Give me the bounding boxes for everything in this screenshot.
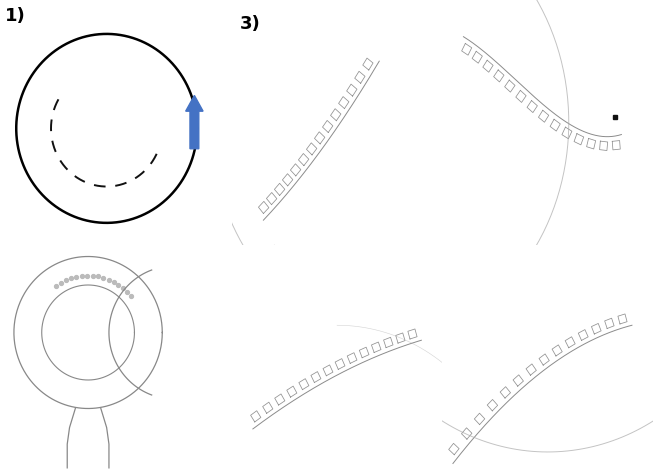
Text: 2): 2) [7, 245, 27, 263]
Text: 1): 1) [5, 7, 25, 25]
FancyArrow shape [185, 95, 203, 149]
Text: 3): 3) [240, 15, 261, 33]
